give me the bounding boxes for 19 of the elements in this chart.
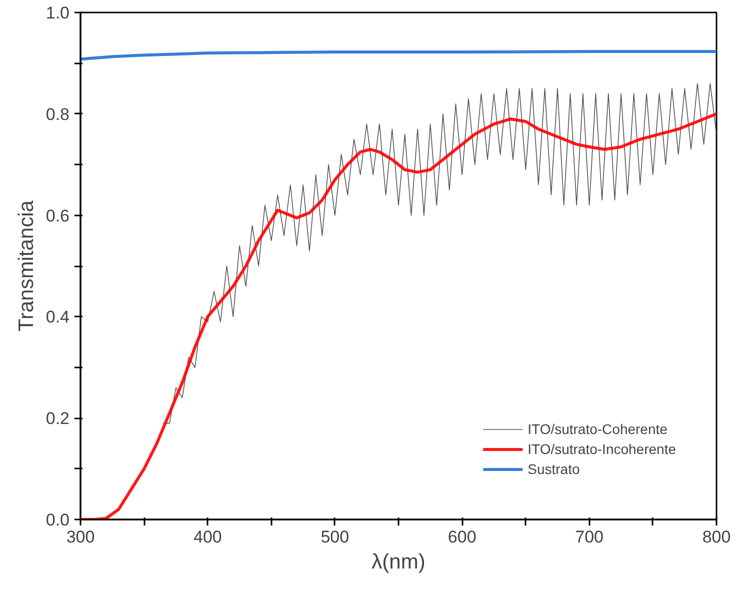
- x-tick-label: 600: [448, 528, 476, 546]
- legend-label: ITO/sutrato-Coherente: [528, 421, 668, 437]
- legend-label: Sustrato: [528, 461, 580, 477]
- x-axis-title: λ(nm): [372, 550, 426, 574]
- y-tick-label: 0.6: [46, 206, 70, 226]
- text: 1.0: [46, 4, 70, 22]
- y-axis-title: Transmitancia: [14, 200, 38, 332]
- x-tick-label: 800: [702, 528, 731, 546]
- x-tick-label: 500: [320, 528, 350, 546]
- line-series: [80, 50, 716, 61]
- line-series: [162, 83, 716, 424]
- y-tick-label: 0.8: [46, 104, 70, 124]
- x-tick-label: 700: [575, 528, 604, 546]
- y-tick-label: 0.4: [46, 308, 70, 327]
- text: 0.0: [46, 510, 70, 530]
- legend-label: ITO/sutrato-Incoherente: [528, 441, 676, 457]
- x-tick-label: 300: [66, 528, 95, 546]
- y-tick-label: 0.2: [46, 409, 70, 428]
- x-tick-label: 400: [194, 528, 222, 546]
